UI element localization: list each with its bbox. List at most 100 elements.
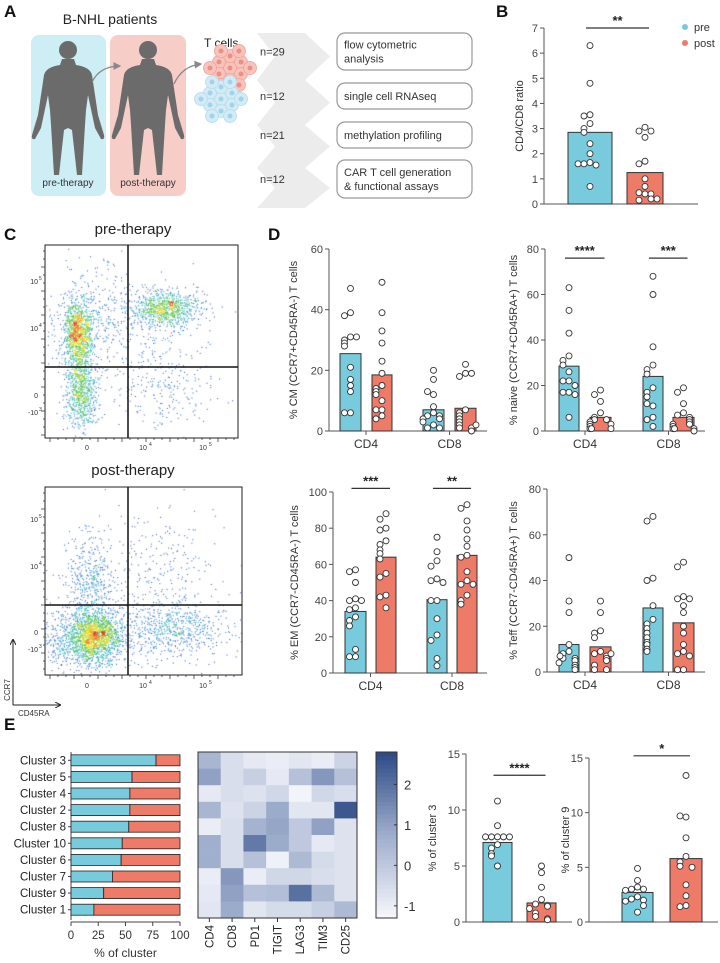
data-point (378, 339, 386, 347)
data-point (526, 905, 533, 913)
data-point (686, 420, 693, 428)
t-cells-pre-icon (194, 75, 248, 123)
patient-figure-post-icon (111, 41, 185, 175)
y-tick-exponent: 3 (39, 644, 42, 650)
y-tick-label: 60 (527, 290, 539, 302)
data-point (680, 629, 687, 637)
stacked-bar-post (131, 771, 181, 783)
heatmap-cell (220, 901, 244, 919)
colorbar-segment (376, 835, 397, 840)
sample-size-label: n=21 (260, 130, 285, 142)
colorbar-tick-label: 1 (404, 818, 411, 833)
legend-marker-post (682, 40, 688, 46)
assay-label: analysis (344, 54, 384, 66)
data-point (649, 574, 657, 582)
y-tick-label: 60 (311, 244, 323, 256)
data-point (591, 391, 598, 399)
data-point (586, 140, 594, 148)
colorbar-segment (376, 785, 397, 790)
data-point (674, 563, 681, 571)
heatmap-cell (334, 818, 358, 836)
data-point (430, 366, 437, 374)
data-point (649, 291, 657, 298)
data-point (488, 852, 495, 860)
data-point (674, 411, 681, 419)
heatmap-cell (266, 851, 290, 869)
colorbar-frame (375, 751, 398, 919)
heatmap-cell (288, 785, 312, 803)
y-axis-label: CD4/CD8 ratio (514, 80, 526, 152)
colorbar-segment (376, 789, 397, 794)
colorbar-segment (376, 768, 397, 774)
significance-stars: **** (575, 243, 596, 258)
data-point (680, 593, 687, 600)
y-axis-label: % EM (CCR7-CD45RA-) T cells (289, 505, 301, 660)
y-tick-label: -10 (28, 410, 38, 417)
x-tick-label: 25 (92, 930, 105, 942)
y-tick-exponent: 5 (39, 276, 42, 282)
data-point (565, 609, 573, 616)
chart-d-teff: 0 20 40 60 80 % Teff (CCR7-CD45RA+) T cells CD… (508, 484, 705, 692)
data-point (682, 813, 690, 821)
heatmap-cell (198, 868, 222, 886)
data-point (597, 609, 604, 616)
data-point (591, 634, 598, 642)
data-point (494, 862, 501, 870)
stacked-bar-post (121, 837, 181, 850)
data-point (634, 893, 641, 901)
data-point (565, 352, 573, 360)
cluster-label: Cluster 6 (20, 855, 66, 867)
data-point (427, 562, 435, 570)
data-point (532, 900, 539, 908)
data-point (622, 886, 629, 894)
data-point (544, 916, 551, 924)
heatmap-cell (311, 818, 335, 836)
y-tick-label: 20 (529, 621, 541, 633)
data-point (680, 384, 687, 392)
data-point (586, 79, 594, 87)
data-point (597, 597, 604, 605)
data-point (634, 883, 641, 891)
data-point (457, 580, 465, 588)
y-tick-label: 0 (533, 426, 539, 438)
data-point (347, 388, 354, 396)
x-tick-label: 50 (119, 930, 132, 942)
assay-label: & functional assays (344, 181, 439, 193)
data-point (649, 513, 657, 520)
data-point (690, 427, 698, 435)
data-point (591, 666, 598, 674)
data-point (686, 595, 693, 603)
heatmap-cell (334, 835, 358, 852)
data-point (430, 375, 437, 383)
cluster-label: Cluster 5 (20, 772, 66, 784)
x-axis-label: % of cluster (94, 946, 157, 960)
data-point (649, 343, 657, 351)
y-tick-label: 5 (532, 73, 538, 85)
flow-density-plot-pre (45, 245, 238, 438)
y-tick-label: 15 (571, 753, 583, 765)
colorbar-segment (376, 893, 397, 898)
data-point (382, 570, 390, 577)
y-tick-label: 10 (30, 326, 38, 333)
heatmap-cell (266, 835, 290, 852)
data-point (686, 652, 693, 660)
colorbar-segment (376, 880, 397, 886)
significance-stars: ** (447, 473, 458, 488)
data-point (682, 852, 690, 860)
colorbar-segment (376, 764, 397, 770)
data-point (647, 195, 655, 203)
bar-post (669, 858, 703, 923)
cluster-label: Cluster 1 (20, 905, 66, 917)
heatmap-cell (243, 884, 267, 902)
heatmap-cell (311, 868, 335, 886)
data-point (347, 284, 354, 292)
data-point (352, 646, 359, 653)
chart-marker-heatmap: CD4 CD8 PD1 TIGIT LAG3 TIM3 CD25 -1 0 1 2 (197, 751, 416, 954)
data-point (680, 400, 687, 408)
y-tick-label: 10 (30, 279, 38, 286)
data-point (571, 382, 579, 389)
stacked-bar-pre (70, 787, 131, 800)
cluster-label: Cluster 4 (20, 789, 67, 801)
